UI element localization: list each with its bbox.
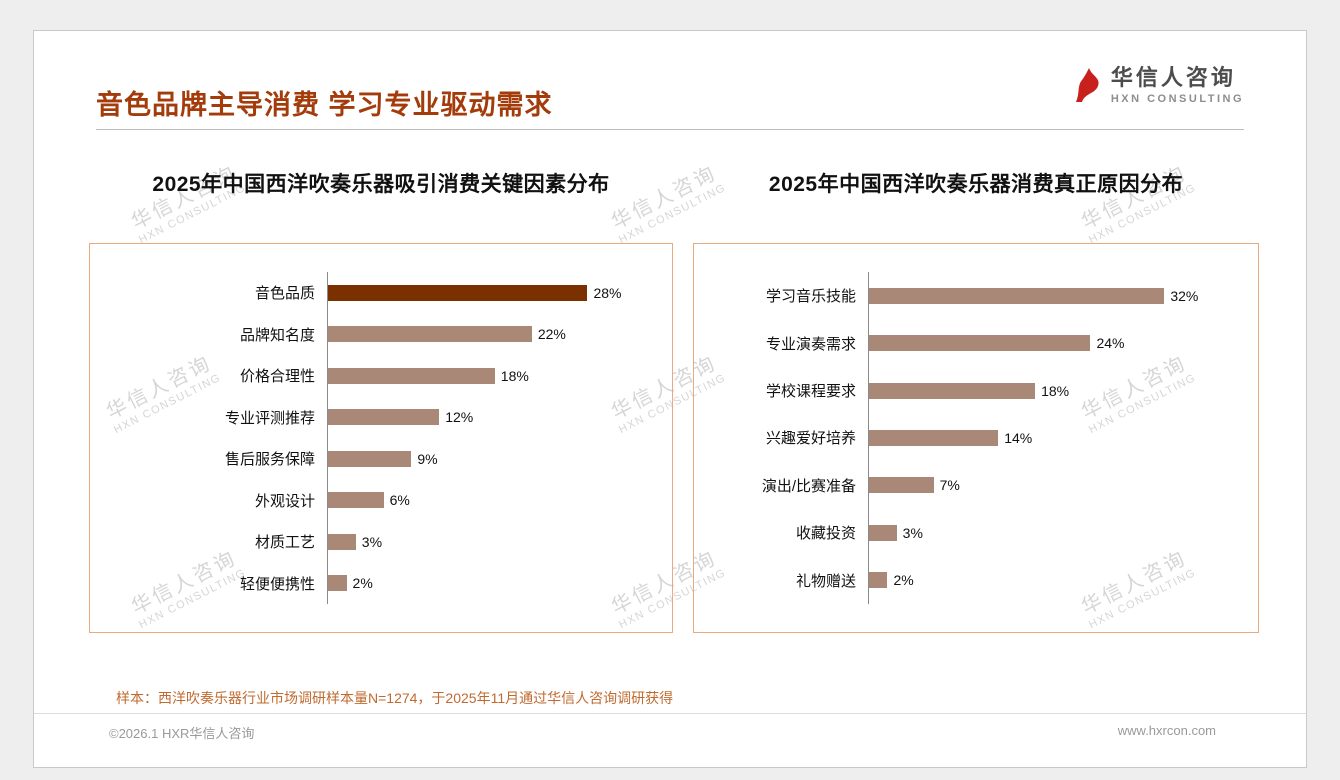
bar-label: 兴趣爱好培养 (765, 430, 856, 448)
logo-subtitle: HXN CONSULTING (1110, 93, 1244, 105)
bar-label: 收藏投资 (795, 525, 856, 543)
bar-value: 22% (537, 326, 566, 343)
bar-row: 演出/比赛准备 7% (694, 461, 1240, 510)
report-card: 华信人咨询 HXN CONSULTING 华信人咨询 HXN CONSULTING 华信… (33, 30, 1307, 768)
bar-track: 6% (327, 479, 654, 521)
bar-label: 价格合理性 (239, 368, 315, 386)
footer-url: www.hxrcon.com (1117, 723, 1216, 738)
header-divider (96, 129, 1244, 130)
chart-right-box: 学习音乐技能 32% 专业演奏需求 24% 学校课程要求 18% 兴趣爱好培养 14% 演出/比… (693, 243, 1259, 633)
bar-value: 18% (500, 367, 529, 384)
bar-label: 品牌知名度 (239, 326, 315, 344)
bar-value: 2% (893, 572, 914, 589)
bar-label: 专业演奏需求 (765, 335, 856, 353)
bar-label: 材质工艺 (254, 534, 315, 552)
chart-left-title: 2025年中国西洋吹奏乐器吸引消费关键因素分布 (152, 173, 610, 196)
bar (869, 287, 1165, 304)
chart-left-box: 音色品质 28% 品牌知名度 22% 价格合理性 18% 专业评测推荐 12% 售后服务保障 9%… (89, 243, 673, 633)
bar (869, 335, 1091, 352)
bar-track: 2% (327, 562, 654, 604)
bar-label: 演出/比赛准备 (761, 477, 856, 495)
bar-track: 32% (868, 272, 1240, 320)
bar-value: 18% (1041, 382, 1070, 399)
company-logo: 华信人咨询 HXN CONSULTING (1075, 65, 1244, 105)
bar-track: 7% (868, 461, 1240, 510)
bar (328, 367, 495, 384)
bar-value: 24% (1096, 335, 1125, 352)
logo-name: 华信人咨询 (1110, 65, 1236, 90)
bar-track: 22% (327, 313, 654, 355)
bar-value: 28% (593, 284, 622, 301)
footer-copyright: ©2026.1 HXR华信人咨询 (109, 726, 255, 741)
bar-label: 外观设计 (254, 492, 315, 510)
chart-right-title: 2025年中国西洋吹奏乐器消费真正原因分布 (768, 173, 1184, 196)
bar-track: 3% (868, 509, 1240, 557)
bar (328, 533, 356, 550)
bar-label: 学校课程要求 (765, 383, 856, 401)
sample-note: 样本：西洋吹奏乐器行业市场调研样本量N=1274，于2025年11月通过华信人咨… (116, 690, 674, 706)
bar-label: 专业评测推荐 (224, 409, 315, 427)
bar-row: 学校课程要求 18% (694, 366, 1240, 415)
bar (869, 524, 897, 541)
footer: ©2026.1 HXR华信人咨询 www.hxrcon.com (109, 723, 1216, 742)
bar-row: 品牌知名度 22% (90, 313, 654, 355)
bar-label: 学习音乐技能 (765, 288, 856, 306)
bar-row: 轻便便携性 2% (90, 562, 654, 604)
logo-text: 华信人咨询 HXN CONSULTING (1111, 65, 1244, 105)
bar-value: 2% (352, 575, 373, 592)
chart-right-column: 2025年中国西洋吹奏乐器消费真正原因分布 学习音乐技能 32% 专业演奏需求 24%… (693, 171, 1259, 633)
footer-divider (34, 713, 1306, 714)
bar-track: 2% (868, 556, 1240, 604)
bar-row: 音色品质 28% (90, 272, 654, 314)
bar-value: 12% (445, 409, 474, 426)
bar-label: 音色品质 (254, 285, 315, 303)
bar-track: 14% (868, 414, 1240, 462)
bar-value: 3% (902, 524, 923, 541)
bar (869, 429, 999, 446)
bar-label: 礼物赠送 (795, 572, 856, 590)
bar-value: 7% (939, 477, 960, 494)
bar-track: 9% (327, 438, 654, 480)
bar-label: 轻便便携性 (239, 575, 315, 593)
bar-track: 3% (327, 521, 654, 563)
bar (328, 575, 347, 592)
bar-row: 专业评测推荐 12% (90, 396, 654, 438)
bar (328, 450, 412, 467)
bar-value: 3% (361, 533, 383, 550)
bar-track: 18% (868, 366, 1240, 415)
bar-track: 28% (327, 272, 654, 314)
bar-track: 18% (327, 355, 654, 397)
bar-value: 6% (389, 492, 410, 509)
bar-value: 32% (1170, 287, 1199, 304)
bar-row: 礼物赠送 2% (694, 556, 1240, 604)
charts-area: 2025年中国西洋吹奏乐器吸引消费关键因素分布 音色品质 28% 品牌知名度 22% 价… (89, 171, 1259, 633)
bar-label: 售后服务保障 (224, 451, 315, 469)
bar (328, 284, 588, 301)
logo-mark-icon (1075, 68, 1099, 102)
bar-row: 材质工艺 3% (90, 521, 654, 563)
bar-track: 12% (327, 396, 654, 438)
bar (869, 382, 1036, 399)
bar-value: 14% (1004, 429, 1033, 446)
bar-row: 学习音乐技能 32% (694, 272, 1240, 320)
bar-row: 兴趣爱好培养 14% (694, 414, 1240, 462)
bar (869, 477, 934, 494)
bar (328, 409, 440, 426)
bar-row: 售后服务保障 9% (90, 438, 654, 480)
bar (869, 572, 888, 589)
page-title: 音色品牌主导消费 学习专业驱动需求 (96, 90, 553, 120)
bar-row: 价格合理性 18% (90, 355, 654, 397)
bar (328, 326, 532, 343)
bar (328, 492, 384, 509)
bar-value: 9% (417, 450, 438, 467)
bar-row: 收藏投资 3% (694, 509, 1240, 557)
bar-track: 24% (868, 319, 1240, 367)
chart-left-column: 2025年中国西洋吹奏乐器吸引消费关键因素分布 音色品质 28% 品牌知名度 22% 价… (89, 171, 673, 633)
bar-row: 专业演奏需求 24% (694, 319, 1240, 367)
bar-row: 外观设计 6% (90, 479, 654, 521)
